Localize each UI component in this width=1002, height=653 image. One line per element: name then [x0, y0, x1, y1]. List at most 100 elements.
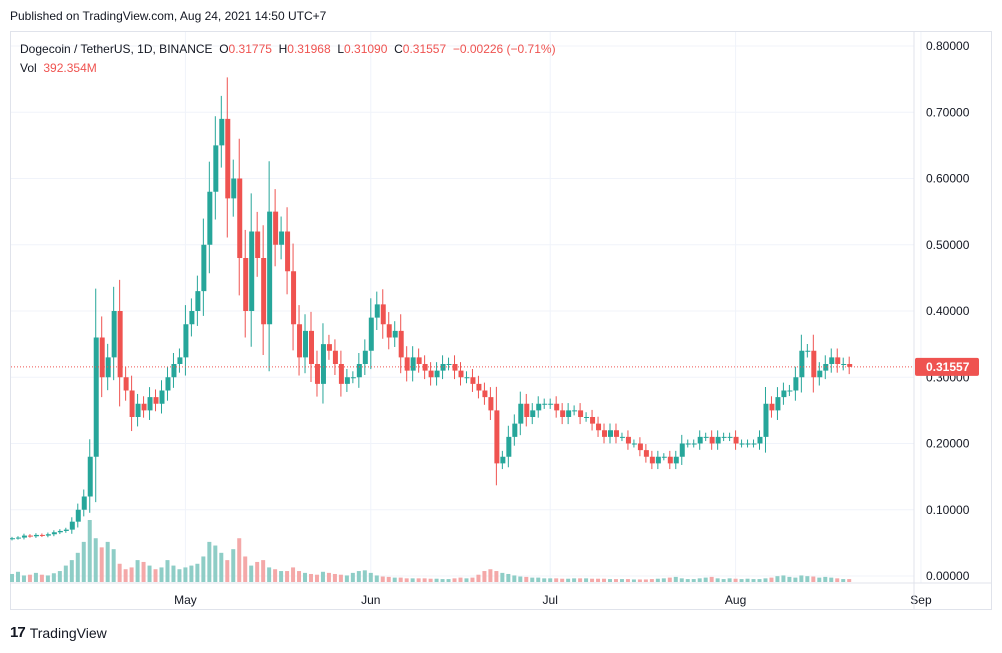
candle-body: [518, 403, 524, 424]
candle-body: [326, 344, 332, 351]
volume-bar: [344, 575, 349, 582]
candle-body: [279, 231, 285, 245]
candle-body: [111, 311, 117, 358]
volume-bar: [745, 578, 750, 582]
x-tick-label: Jun: [361, 593, 380, 607]
candle-body: [219, 118, 225, 146]
candle-body: [87, 456, 93, 497]
volume-bar: [685, 579, 690, 582]
volume-bar: [422, 578, 427, 582]
candle-body: [757, 436, 763, 444]
volume-bar: [81, 541, 86, 582]
volume-bar: [27, 574, 32, 582]
volume-bar: [129, 567, 134, 582]
volume-line: Vol 392.354M: [20, 59, 556, 78]
volume-bar: [673, 576, 678, 582]
candle-body: [231, 178, 237, 199]
candle-body: [27, 535, 33, 537]
candle-body: [464, 377, 470, 379]
volume-bar: [404, 578, 409, 582]
volume-bar: [709, 576, 714, 582]
low-value: 0.31090: [344, 42, 388, 56]
volume-bar: [249, 565, 254, 582]
candle-body: [793, 377, 799, 391]
volume-bar: [57, 571, 62, 582]
candle-body: [470, 377, 476, 384]
y-tick-label: 0.60000: [926, 172, 970, 186]
y-tick-label: 0.10000: [926, 503, 970, 517]
candle-body: [63, 529, 69, 531]
candle-body: [129, 390, 135, 417]
volume-bar: [446, 579, 451, 582]
candle-body: [739, 443, 745, 445]
volume-bar: [314, 574, 319, 582]
volume-bar: [602, 578, 607, 582]
volume-bar: [566, 578, 571, 582]
volume-bar: [512, 575, 517, 582]
candle-body: [374, 304, 380, 318]
volume-label: Vol: [20, 61, 37, 75]
candle-body: [500, 456, 506, 464]
candle-body: [10, 538, 15, 540]
volume-value: 392.354M: [43, 61, 97, 75]
volume-bar: [374, 575, 379, 582]
volume-bar: [111, 549, 116, 582]
candle-body: [697, 436, 703, 444]
candle-body: [201, 244, 207, 292]
volume-bar: [99, 547, 104, 582]
volume-bar: [608, 579, 612, 582]
candle-body: [667, 456, 673, 464]
candle-body: [273, 211, 279, 245]
volume-bar: [554, 578, 559, 582]
volume-bar: [105, 541, 110, 582]
volume-bar: [123, 569, 128, 582]
volume-bar: [255, 561, 260, 582]
volume-bar: [500, 572, 505, 582]
volume-bar: [320, 571, 325, 582]
volume-bar: [273, 569, 278, 582]
candle-body: [649, 456, 655, 464]
candle-body: [817, 370, 823, 378]
volume-bar: [297, 571, 302, 582]
candle-body: [751, 443, 757, 445]
volume-bar: [619, 579, 624, 582]
candle-body: [135, 403, 141, 417]
volume-bar: [769, 577, 774, 582]
candle-body: [350, 377, 356, 379]
tradingview-brand[interactable]: 17 TradingView: [10, 624, 107, 641]
volume-bar: [458, 577, 463, 582]
candle-body: [428, 370, 434, 378]
candle-body: [309, 330, 314, 364]
candle-body: [261, 258, 267, 325]
y-tick-label: 0.00000: [926, 569, 970, 583]
candle-body: [153, 397, 159, 404]
candle-body: [548, 403, 554, 405]
candle-body: [524, 403, 530, 417]
candle-body: [416, 357, 422, 364]
brand-name: TradingView: [29, 624, 107, 641]
candle-body: [57, 530, 63, 533]
candle-body: [775, 397, 781, 411]
candle-body: [207, 191, 213, 245]
candle-body: [255, 231, 261, 258]
candle-body: [847, 364, 853, 367]
volume-bar: [279, 571, 284, 582]
volume-bar: [679, 578, 684, 582]
chart-frame[interactable]: [10, 31, 992, 610]
candle-body: [554, 403, 560, 411]
candle-body: [105, 357, 111, 378]
candle-body: [781, 390, 787, 398]
volume-bar: [309, 573, 313, 582]
volume-bar: [799, 575, 804, 582]
candle-body: [356, 364, 362, 378]
volume-bar: [291, 567, 296, 582]
volume-bar: [434, 578, 439, 582]
volume-bar: [159, 567, 164, 582]
candle-body: [703, 436, 709, 438]
volume-bar: [237, 538, 242, 582]
x-tick-label: Aug: [725, 593, 746, 607]
volume-bar: [338, 574, 343, 582]
volume-bar: [835, 578, 840, 582]
candle-body: [75, 509, 81, 522]
